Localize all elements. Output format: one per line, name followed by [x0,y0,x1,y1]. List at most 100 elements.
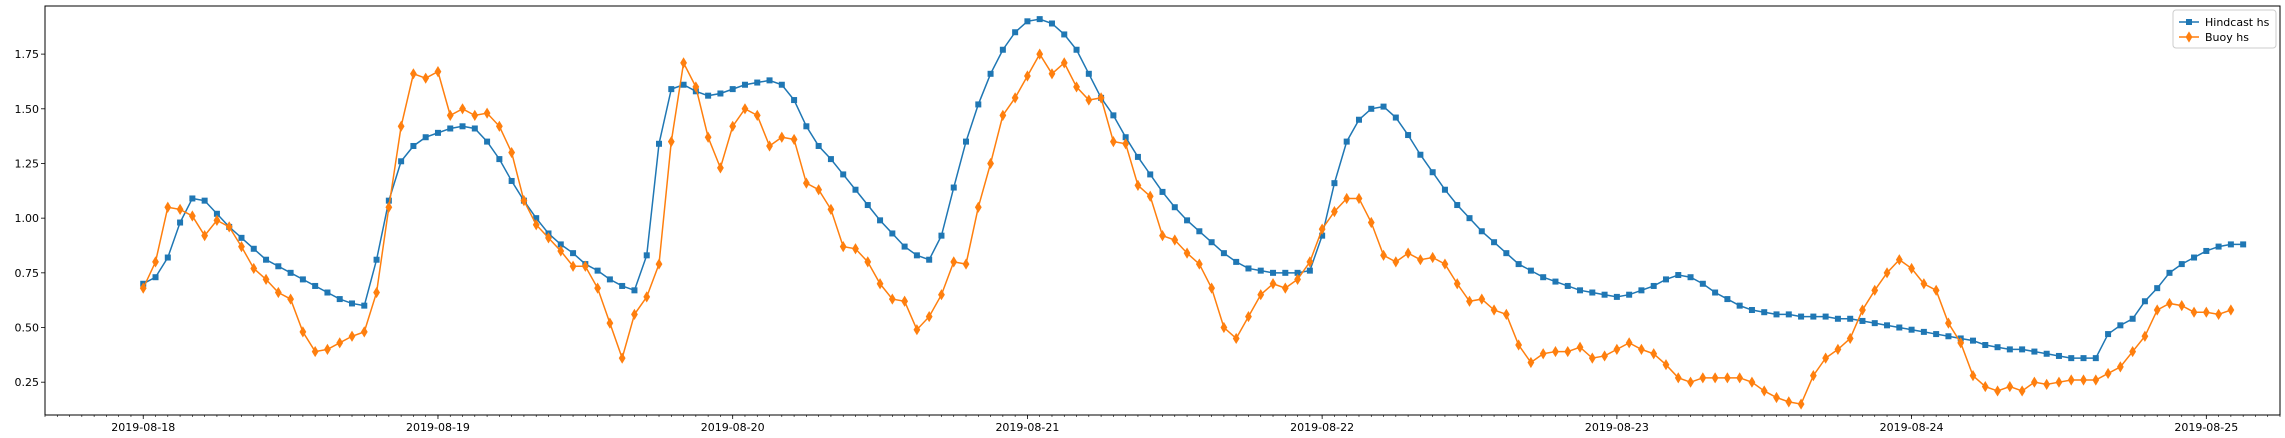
hindcast-hs-point-123 [1650,282,1657,289]
series-buoy-hs [139,48,2235,410]
x-tick-label: 2019-08-24 [1880,421,1944,434]
hindcast-hs-point-18 [361,302,368,309]
buoy-hs-point-131 [1748,376,1756,388]
buoy-hs-point-42 [655,258,663,270]
buoy-hs-point-18 [360,326,368,338]
hindcast-hs-point-15 [324,289,331,296]
hindcast-hs-point-103 [1405,132,1412,139]
buoy-hs-point-33 [545,232,552,244]
hindcast-hs-point-171 [2240,241,2247,248]
hindcast-hs-point-124 [1662,276,1669,283]
buoy-hs-point-21 [397,120,405,132]
buoy-hs-point-111 [1502,308,1510,320]
hindcast-hs-point-48 [729,86,736,93]
buoy-hs-point-75 [1060,57,1068,69]
buoy-hs-point-144 [1908,262,1915,275]
hindcast-hs-point-167 [2191,254,2198,261]
hindcast-hs-point-85 [1184,217,1191,224]
buoy-hs-point-1 [152,256,159,268]
buoy-hs-point-77 [1085,94,1093,106]
hindcast-hs-point-38 [606,276,613,283]
hindcast-hs-point-11 [275,263,282,270]
buoy-hs-point-118 [1588,352,1596,364]
buoy-hs-point-28 [483,107,491,119]
buoy-hs-point-93 [1281,282,1289,294]
buoy-hs-point-22 [410,68,417,80]
buoy-hs-point-150 [1981,380,1989,393]
hindcast-hs-point-16 [336,296,343,303]
hindcast-hs-point-135 [1798,313,1805,320]
buoy-hs-point-45 [692,81,700,93]
hindcast-hs-point-160 [2105,331,2112,338]
hindcast-hs-point-101 [1380,103,1387,110]
hindcast-hs-point-149 [1969,337,1976,344]
hindcast-hs-point-67 [963,138,970,145]
buoy-hs-point-39 [618,352,626,364]
buoy-hs-point-95 [1306,256,1314,268]
buoy-hs-point-139 [1846,332,1854,345]
buoy-hs-point-47 [717,162,724,174]
y-tick-label: 0.75 [15,267,40,280]
hindcast-hs-point-66 [950,184,957,191]
hindcast-hs-point-5 [201,197,208,204]
buoy-hs-point-87 [1208,282,1216,294]
hindcast-hs-point-59 [864,202,871,209]
hindcast-hs-point-165 [2166,269,2173,276]
buoy-hs-point-8 [238,240,245,253]
buoy-hs-point-71 [1011,92,1019,104]
hindcast-hs-point-57 [840,171,847,178]
buoy-hs-point-0 [139,282,147,294]
hindcast-hs-point-163 [2141,298,2148,305]
hindcast-hs-point-155 [2043,350,2050,357]
hindcast-hs-point-91 [1257,267,1264,274]
hindcast-hs-point-134 [1785,311,1792,318]
hindcast-hs-point-29 [496,156,503,163]
buoy-hs-point-31 [520,195,528,207]
buoy-hs-point-85 [1183,247,1191,259]
buoy-hs-point-157 [2067,374,2075,386]
hindcast-hs-point-61 [889,230,896,237]
hindcast-hs-point-32 [533,215,540,222]
hindcast-hs-point-80 [1122,134,1129,141]
buoy-hs-point-168 [2202,306,2210,318]
buoy-hs-point-137 [1822,352,1830,364]
buoy-hs-point-160 [2104,367,2112,380]
hindcast-hs-point-82 [1147,171,1154,178]
hindcast-hs-point-128 [1712,289,1719,296]
buoy-hs-point-23 [422,72,430,84]
buoy-hs-point-151 [1994,385,2001,397]
buoy-hs-point-147 [1945,317,1952,329]
hindcast-hs-point-96 [1319,232,1326,239]
buoy-hs-point-97 [1331,205,1338,218]
buoy-hs-point-104 [1416,254,1424,266]
buoy-hs-point-36 [581,260,589,272]
hindcast-hs-point-138 [1834,315,1841,322]
hindcast-hs-point-25 [447,125,454,132]
buoy-hs-point-103 [1404,247,1412,259]
buoy-hs-point-61 [888,293,896,305]
hindcast-hs-point-169 [2215,243,2222,250]
hindcast-hs-point-89 [1233,258,1240,265]
buoy-hs-point-142 [1883,267,1891,279]
buoy-hs-point-82 [1146,190,1154,202]
hindcast-hs-point-49 [741,81,748,88]
y-tick-label: 0.25 [15,376,40,389]
hindcast-hs-point-141 [1871,320,1878,327]
buoy-hs-point-37 [594,282,602,294]
hindcast-hs-point-120 [1613,293,1620,300]
series-hindcast-hs [140,16,2247,362]
legend: Hindcast hs Buoy hs [2172,9,2277,49]
hindcast-hs-point-153 [2019,346,2026,353]
hindcast-hs-point-24 [434,129,441,136]
buoy-hs-point-124 [1662,359,1670,371]
buoy-hs-point-54 [802,177,810,189]
hindcast-hs-point-76 [1073,46,1080,53]
hindcast-hs-point-46 [705,92,712,99]
buoy-hs-point-107 [1453,278,1461,290]
series-line-hindcast-hs [142,18,2244,359]
buoy-hs-point-161 [2116,361,2124,373]
hindcast-hs-point-130 [1736,302,1743,309]
hindcast-hs-point-37 [594,267,601,274]
hindcast-hs-point-164 [2154,285,2161,292]
